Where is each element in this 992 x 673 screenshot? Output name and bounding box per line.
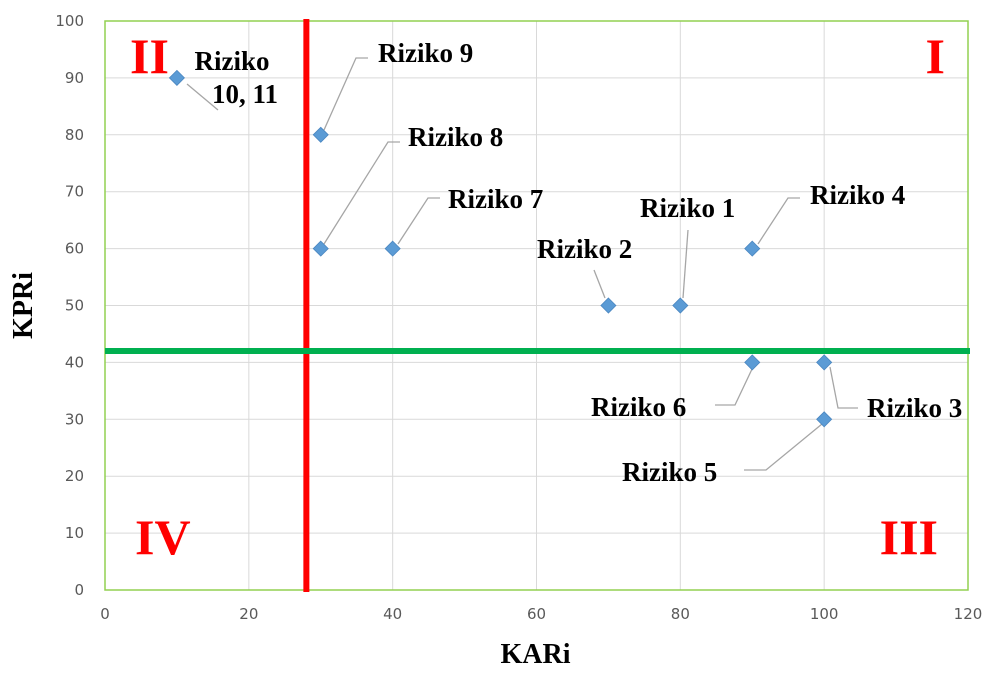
quadrant-label: III — [880, 509, 938, 565]
y-tick-label: 20 — [65, 467, 84, 485]
label-leader-line — [682, 229, 689, 299]
data-point-label: Riziko 1 — [640, 193, 735, 223]
y-tick-label: 30 — [65, 410, 84, 428]
y-tick-label: 100 — [55, 12, 84, 30]
label-leader-line — [829, 366, 858, 409]
label-leader-line — [715, 366, 754, 406]
data-point-marker — [168, 69, 185, 86]
x-tick-label: 120 — [954, 605, 983, 623]
data-point-label: Riziko 4 — [810, 180, 905, 210]
data-point-label: Riziko 9 — [378, 38, 473, 68]
data-point-marker — [312, 126, 329, 143]
label-leader-line — [186, 83, 219, 111]
label-leader-line — [593, 269, 606, 299]
label-leader-line — [397, 197, 440, 245]
data-point-marker — [816, 411, 833, 428]
label-leader-line — [744, 423, 823, 471]
quadrant-label: I — [926, 28, 945, 84]
data-point-marker — [816, 354, 833, 371]
y-tick-label: 70 — [65, 183, 84, 201]
y-tick-label: 40 — [65, 353, 84, 371]
data-point-marker — [600, 297, 617, 314]
plot-area-border — [104, 20, 969, 591]
quadrant-label: II — [130, 28, 169, 84]
data-point-label: Riziko 2 — [537, 234, 632, 264]
data-point-marker — [384, 240, 401, 257]
x-tick-label: 100 — [810, 605, 839, 623]
y-axis-title: KPRi — [8, 272, 39, 339]
y-tick-label: 50 — [65, 297, 84, 315]
data-point-marker — [744, 240, 761, 257]
x-tick-label: 60 — [527, 605, 546, 623]
data-point-marker — [312, 240, 329, 257]
x-tick-label: 20 — [239, 605, 258, 623]
data-point-label: Riziko 5 — [622, 457, 717, 487]
y-tick-label: 80 — [65, 126, 84, 144]
data-point-label: Riziko 7 — [448, 184, 543, 214]
data-point-label: Riziko 3 — [867, 393, 962, 423]
quadrant-label: IV — [135, 509, 191, 565]
label-leader-line — [323, 57, 368, 131]
y-tick-label: 10 — [65, 524, 84, 542]
data-point-marker — [672, 297, 689, 314]
data-point-label: Riziko — [194, 46, 269, 76]
data-point-label: Riziko 8 — [408, 122, 503, 152]
x-tick-label: 40 — [383, 605, 402, 623]
y-tick-label: 60 — [65, 240, 84, 258]
y-tick-label: 90 — [65, 69, 84, 87]
x-tick-label: 80 — [671, 605, 690, 623]
data-point-label: 10, 11 — [212, 79, 278, 109]
x-axis-title: KARi — [501, 639, 571, 670]
data-point-marker — [744, 354, 761, 371]
label-leader-line — [757, 197, 800, 245]
label-leader-line — [323, 141, 400, 245]
data-point-label: Riziko 6 — [591, 392, 686, 422]
y-tick-label: 0 — [74, 581, 84, 599]
x-tick-label: 0 — [100, 605, 110, 623]
